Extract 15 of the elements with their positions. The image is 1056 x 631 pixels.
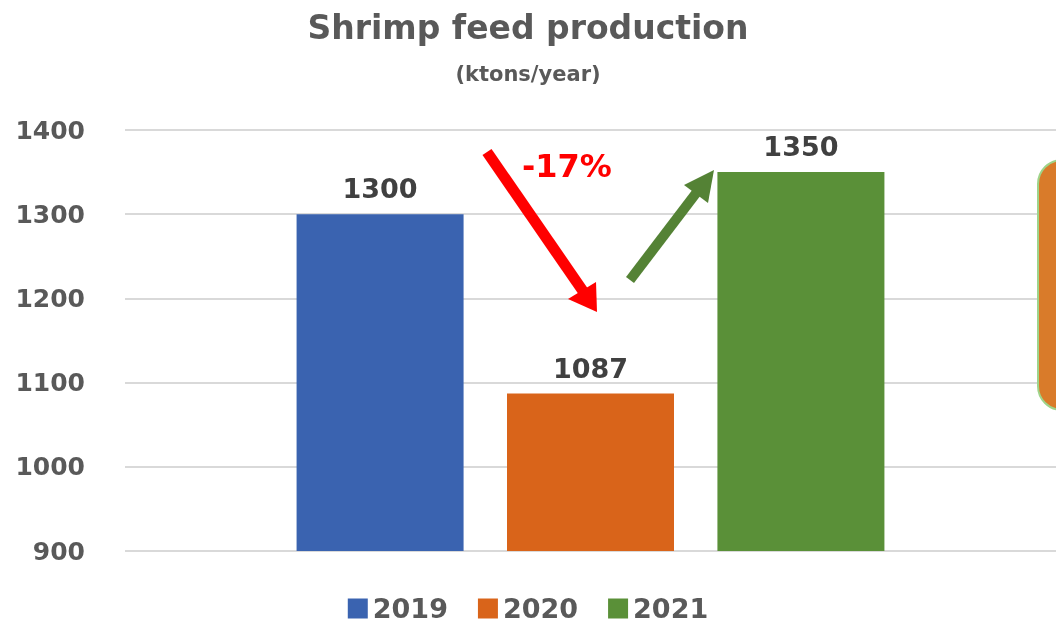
legend-label: 2019 (372, 593, 448, 624)
y-tick-label: 1400 (15, 115, 85, 145)
chart-title: Shrimp feed production (307, 8, 749, 47)
legend-label: 2020 (502, 593, 579, 624)
y-tick-label: 1200 (15, 283, 85, 313)
legend-label: 2021 (633, 593, 709, 624)
chart-subtitle: (ktons/year) (455, 61, 601, 86)
y-tick-label: 1300 (15, 199, 85, 229)
y-tick-label: 1100 (15, 368, 85, 398)
data-label: 1300 (342, 173, 418, 205)
y-tick-label: 900 (32, 536, 85, 566)
data-label: 1350 (763, 131, 839, 163)
annotation: -17% (522, 147, 612, 185)
data-label: 1087 (552, 352, 629, 384)
y-tick-label: 1000 (15, 452, 85, 482)
